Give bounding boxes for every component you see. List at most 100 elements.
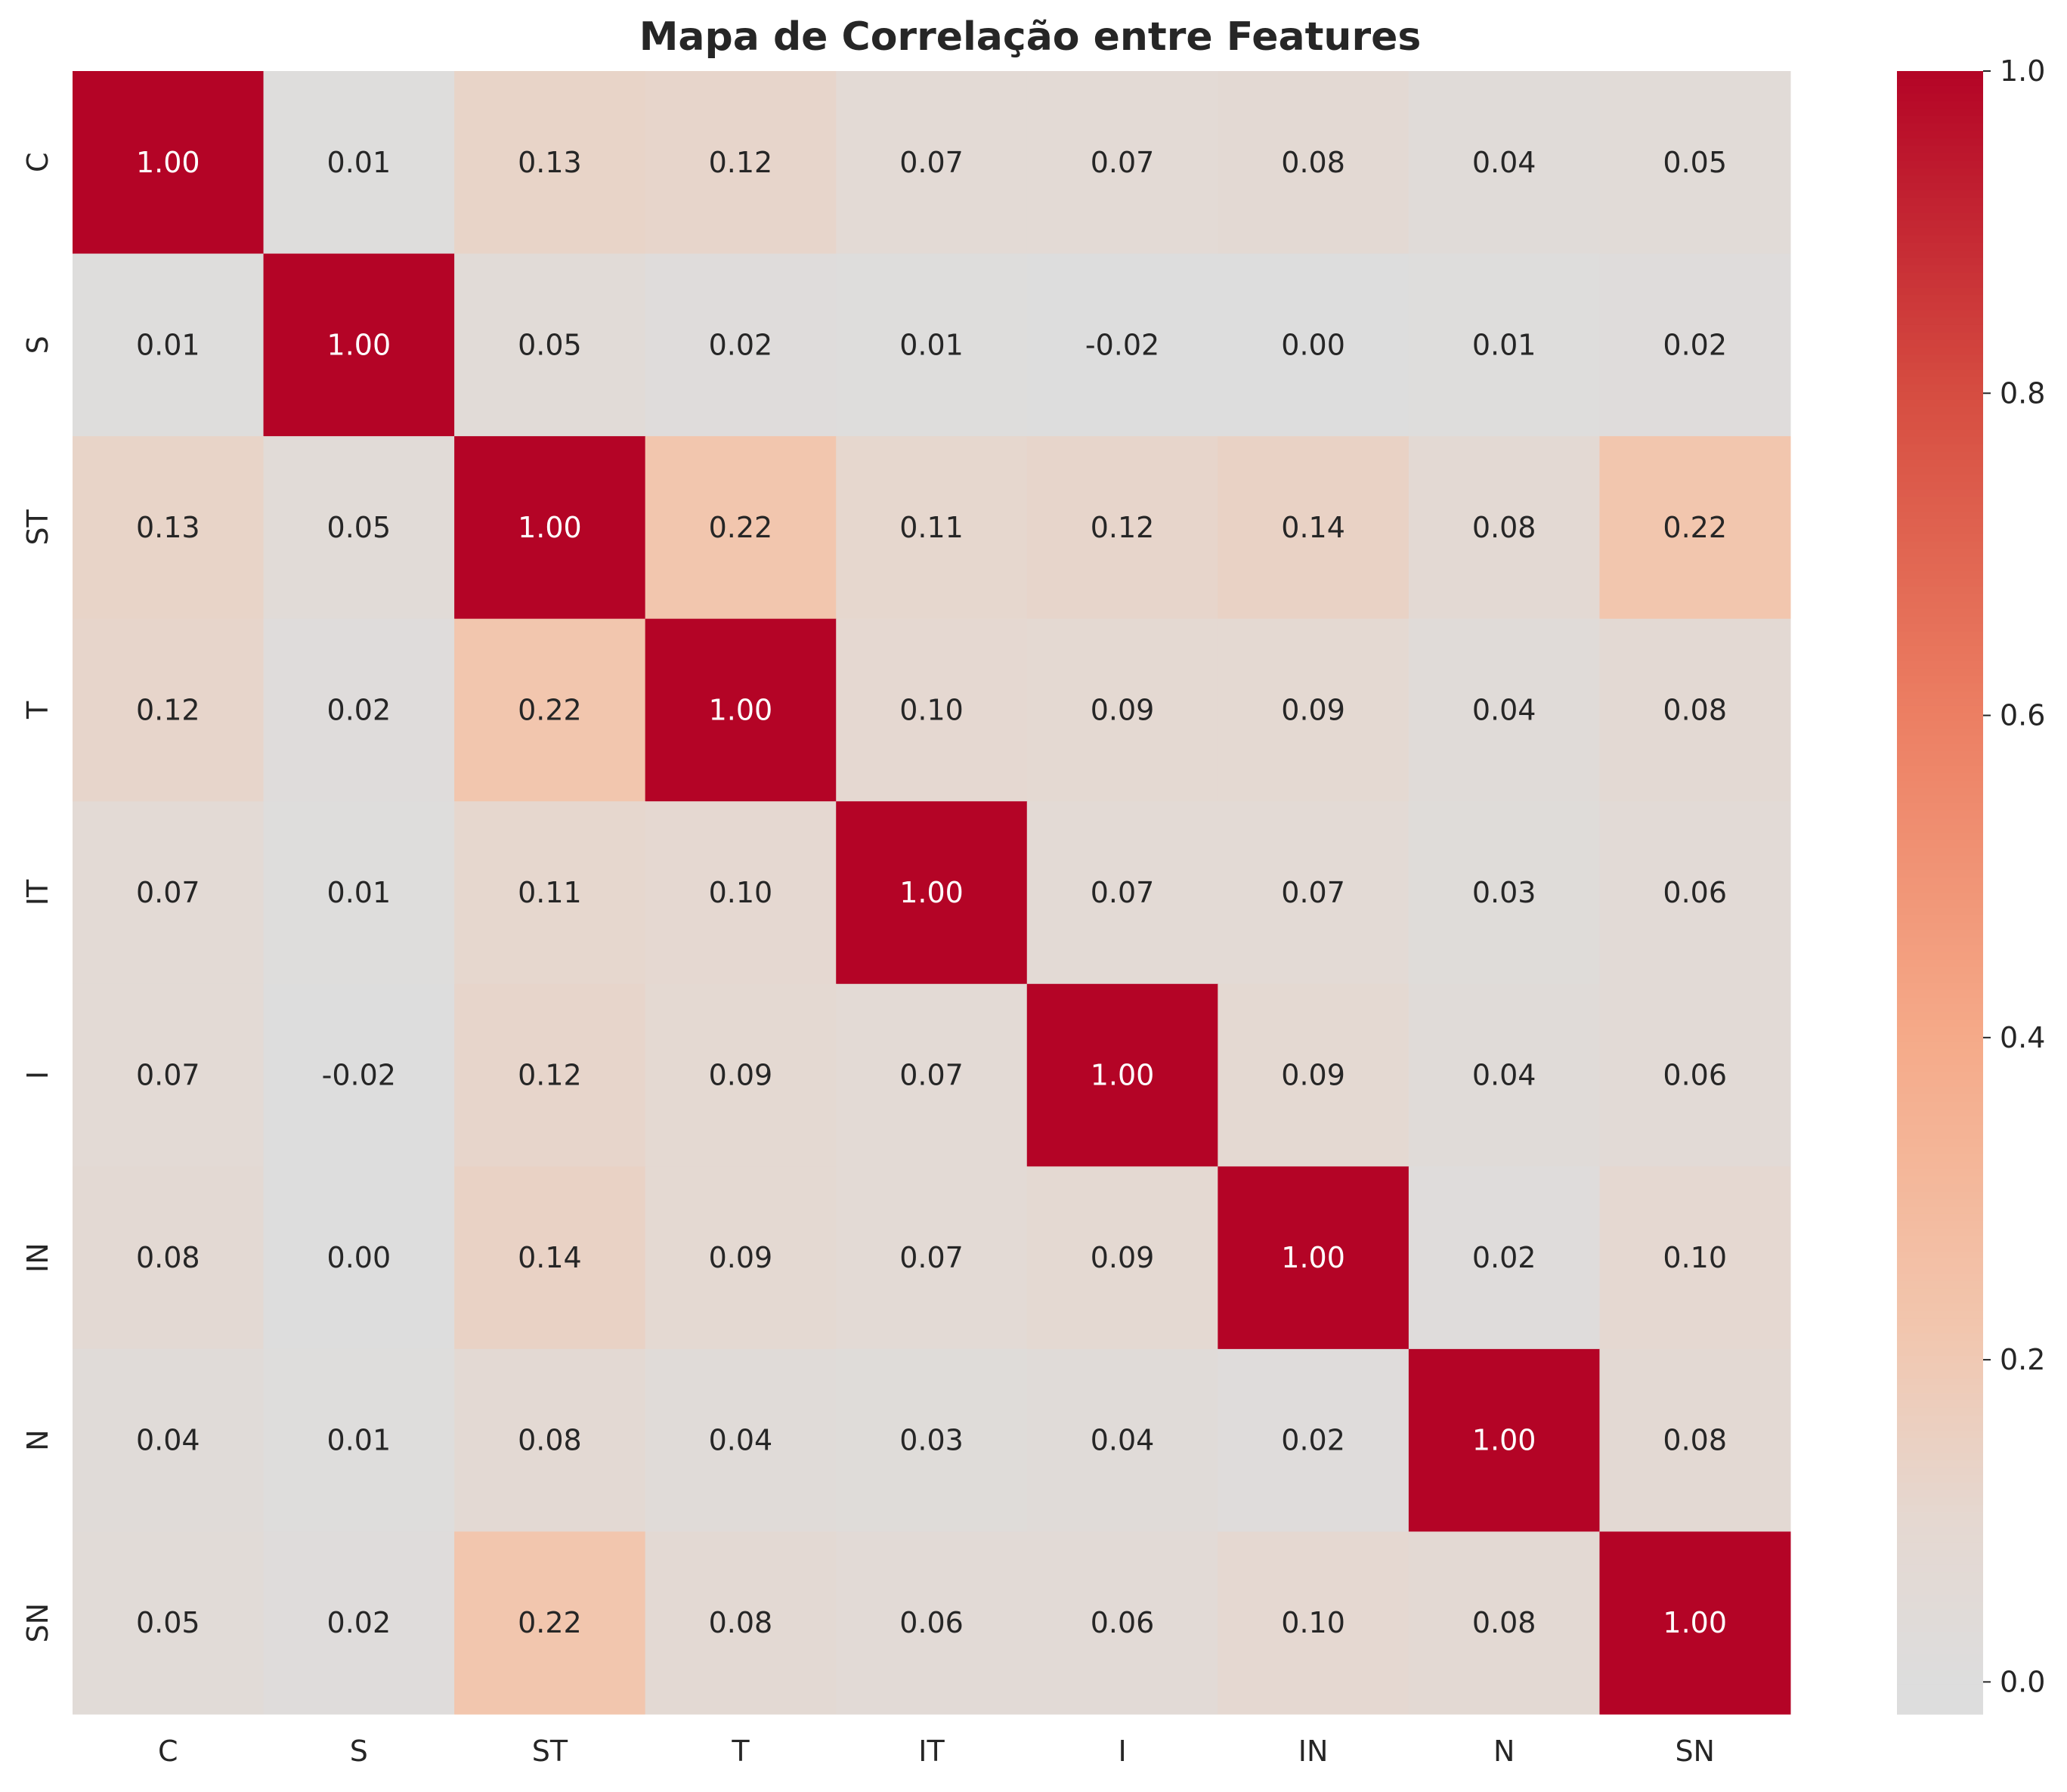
colorbar-segment [1897, 1131, 1983, 1140]
colorbar-segment [1897, 952, 1983, 961]
colorbar-segment [1897, 183, 1983, 191]
cell-value-label: 0.22 [518, 693, 582, 726]
cell-value-label: 0.01 [136, 328, 200, 361]
cell-value-label: 0.02 [327, 1606, 391, 1639]
colorbar-segment [1897, 1101, 1983, 1110]
cell-value-label: 0.11 [899, 511, 964, 544]
colorbar-segment [1897, 1019, 1983, 1028]
colorbar-tick-label: 0.6 [2000, 699, 2045, 732]
colorbar-segment [1897, 1094, 1983, 1103]
heatmap-cell [1218, 618, 1409, 802]
colorbar-segment [1897, 631, 1983, 639]
heatmap-cell [836, 983, 1028, 1167]
colorbar-segment [1897, 1251, 1983, 1259]
colorbar-segment [1897, 1348, 1983, 1357]
colorbar-segment [1897, 825, 1983, 834]
heatmap-cell [645, 618, 837, 802]
colorbar-segment [1897, 138, 1983, 147]
cell-value-label: 0.09 [709, 1241, 773, 1274]
colorbar-segment [1897, 1654, 1983, 1663]
heatmap-cell [645, 801, 837, 985]
colorbar-segment [1897, 1228, 1983, 1237]
cell-value-label: 0.07 [1281, 876, 1345, 909]
colorbar-segment [1897, 272, 1983, 281]
cell-value-label: 0.02 [1281, 1424, 1345, 1457]
colorbar-segment [1897, 1602, 1983, 1611]
cell-value-label: 0.05 [1663, 146, 1727, 179]
colorbar-segment [1897, 601, 1983, 610]
colorbar-segment [1897, 803, 1983, 811]
heatmap-cell [1218, 253, 1409, 437]
cell-value-label: 1.00 [1663, 1606, 1727, 1639]
cell-value-label: 0.04 [136, 1424, 200, 1457]
heatmap-cell [454, 983, 646, 1167]
colorbar-segment [1897, 974, 1983, 983]
heatmap-cell [73, 801, 265, 985]
heatmap-cell [263, 1348, 455, 1532]
colorbar-segment [1897, 324, 1983, 333]
colorbar-tick-label: 0.0 [2000, 1665, 2045, 1698]
heatmap-cell [454, 253, 646, 437]
heatmap-cell [454, 1166, 646, 1350]
colorbar-segment [1897, 1333, 1983, 1342]
colorbar-segment [1897, 661, 1983, 670]
heatmap-cell [263, 618, 455, 802]
heatmap-cell [1408, 253, 1600, 437]
cell-value-label: 0.07 [136, 1059, 200, 1092]
colorbar-segment [1897, 1422, 1983, 1431]
colorbar-segment [1897, 1415, 1983, 1424]
colorbar-segment [1897, 1303, 1983, 1311]
heatmap-cell [1408, 1166, 1600, 1350]
colorbar-segment [1897, 145, 1983, 154]
colorbar-segment [1897, 354, 1983, 363]
heatmap-cell [1599, 1531, 1791, 1715]
colorbar-segment [1897, 399, 1983, 408]
heatmap-cell [73, 618, 265, 802]
row-tick-label: ST [21, 509, 54, 545]
colorbar-segment [1897, 1557, 1983, 1565]
heatmap-cell [836, 1166, 1028, 1350]
cell-value-label: 0.08 [1663, 1424, 1727, 1457]
cell-value-label: 0.04 [709, 1424, 773, 1457]
colorbar-segment [1897, 877, 1983, 886]
colorbar-segment [1897, 1699, 1983, 1707]
colorbar-segment [1897, 959, 1983, 968]
colorbar-segment [1897, 691, 1983, 699]
colorbar-segment [1897, 915, 1983, 924]
heatmap-cell [836, 801, 1028, 985]
colorbar-segment [1897, 1661, 1983, 1670]
cell-value-label: 0.04 [1091, 1424, 1155, 1457]
cell-value-label: 0.07 [1091, 876, 1155, 909]
colorbar-segment [1897, 123, 1983, 132]
heatmap-cell [836, 71, 1028, 255]
colorbar-segment [1897, 347, 1983, 356]
heatmap-cell [1218, 1166, 1409, 1350]
heatmap-cell [263, 983, 455, 1167]
heatmap-cell [454, 436, 646, 620]
column-tick-label: SN [1675, 1735, 1715, 1768]
heatmap-cell [1026, 1348, 1218, 1532]
colorbar-segment [1897, 497, 1983, 505]
column-tick-label: T [731, 1735, 750, 1768]
cell-value-label: 0.01 [327, 1424, 391, 1457]
cell-value-label: 0.08 [709, 1606, 773, 1639]
colorbar-segment [1897, 317, 1983, 326]
colorbar-segment [1897, 1273, 1983, 1282]
colorbar-segment [1897, 1236, 1983, 1245]
heatmap-cell [454, 801, 646, 985]
cell-value-label: 0.06 [1663, 1059, 1727, 1092]
colorbar-segment [1897, 1355, 1983, 1364]
column-tick-label: N [1493, 1735, 1515, 1768]
colorbar-segment [1897, 1490, 1983, 1499]
colorbar-segment [1897, 444, 1983, 453]
heatmap-cell [1218, 71, 1409, 255]
heatmap-cell [1026, 436, 1218, 620]
colorbar-segment [1897, 518, 1983, 528]
colorbar-segment [1897, 751, 1983, 759]
heatmap-cell [1408, 618, 1600, 802]
heatmap-cell [454, 71, 646, 255]
colorbar-segment [1897, 810, 1983, 819]
cell-value-label: 0.08 [1472, 511, 1536, 544]
colorbar-segment [1897, 758, 1983, 766]
